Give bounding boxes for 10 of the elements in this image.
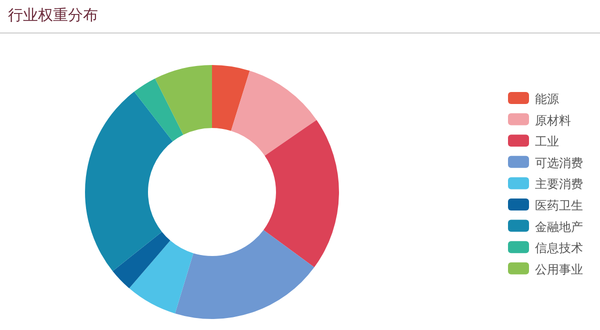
legend-label: 信息技术 — [535, 241, 583, 256]
legend-label: 能源 — [535, 92, 559, 106]
legend-label: 可选消费 — [535, 156, 583, 170]
legend-label: 工业 — [535, 134, 559, 149]
chart-title: 行业权重分布 — [8, 6, 98, 24]
legend-label: 公用事业 — [535, 262, 583, 276]
legend-label: 医药卫生 — [535, 198, 583, 212]
legend-label: 主要消费 — [535, 177, 583, 192]
legend-label: 原材料 — [535, 113, 571, 128]
legend-label: 金融地产 — [535, 220, 583, 234]
